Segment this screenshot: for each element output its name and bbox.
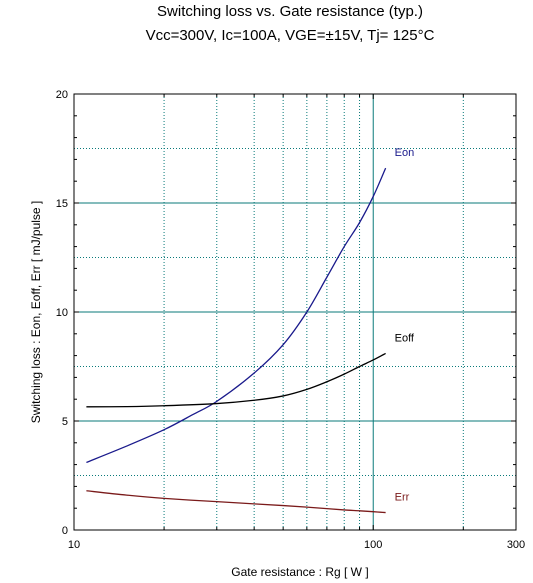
series-line-eon [86,167,387,464]
x-tick-label: 300 [507,539,525,551]
y-tick-label: 20 [56,89,68,101]
x-tick-label: 10 [68,539,80,551]
y-tick-label: 15 [56,198,68,210]
chart-title: Switching loss vs. Gate resistance (typ.… [157,3,423,20]
y-tick-label: 5 [62,416,68,428]
y-axis-label: Switching loss : Eon, Eoff, Err [ mJ/pul… [29,201,43,424]
grid [74,94,516,530]
y-tick-label: 0 [62,525,68,537]
y-tick-label: 10 [56,307,68,319]
series-labels: Eon Eoff Err [395,147,415,503]
series-label-eon: Eon [395,147,415,159]
x-tick-label: 100 [364,539,382,551]
series-line-eoff [86,352,386,408]
series-lines [86,167,387,514]
ticks: 0 5 10 15 20 10 100 300 [56,89,525,551]
series-label-eoff: Eoff [395,332,415,344]
chart-subtitle: Vcc=300V, Ic=100A, VGE=±15V, Tj= 125°C [146,27,435,44]
x-axis-label: Gate resistance : Rg [ W ] [231,565,368,579]
series-line-err [86,490,386,514]
series-label-err: Err [395,492,410,504]
